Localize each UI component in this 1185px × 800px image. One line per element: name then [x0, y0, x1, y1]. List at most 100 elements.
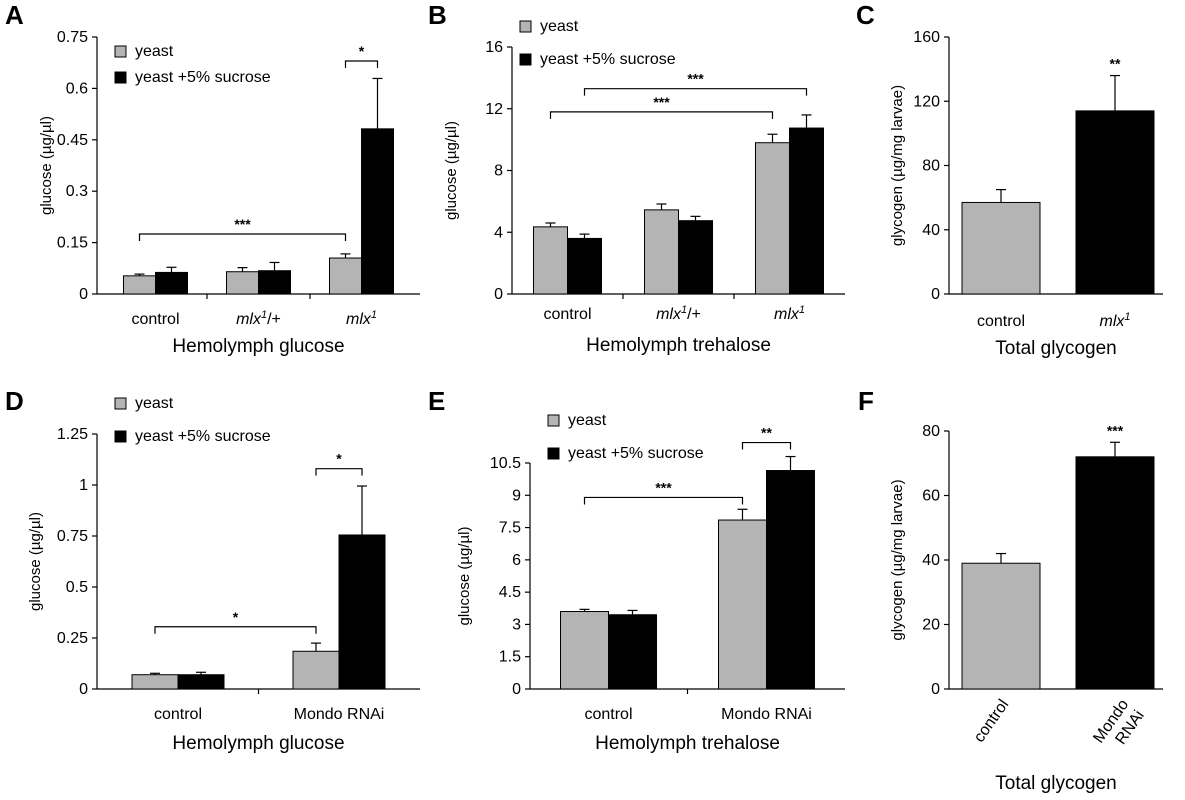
bar [1075, 456, 1155, 690]
bar [678, 220, 713, 295]
significance-bracket [549, 111, 774, 119]
y-tick-label: 0 [494, 286, 503, 303]
bar [961, 562, 1041, 690]
panel-letter: C [856, 0, 875, 30]
y-tick-label: 160 [913, 29, 940, 46]
bar [789, 127, 824, 295]
x-axis-title: Hemolymph trehalose [586, 335, 771, 356]
significance-label: * [233, 609, 239, 625]
category-label: Mondo RNAi [721, 706, 812, 723]
category-label: control [131, 311, 179, 328]
significance-label: *** [655, 479, 672, 495]
panel-f: F 0 20 40 60 80 glycogen (µg/mg larvae) Total g… [858, 386, 1163, 794]
significance-bracket [344, 60, 379, 68]
y-tick-label: 0 [931, 286, 940, 303]
bar [258, 270, 291, 295]
panel-letter: D [5, 386, 24, 416]
bar [226, 271, 259, 295]
significance-bracket [583, 496, 744, 505]
y-tick-label: 120 [913, 93, 940, 110]
significance-bracket [138, 233, 347, 242]
x-axis-title: Total glycogen [995, 773, 1116, 794]
y-tick-label: 0.25 [57, 630, 88, 647]
category-label: control [543, 306, 591, 323]
y-tick-label: 3 [512, 616, 521, 633]
significance-label: *** [1107, 422, 1124, 438]
bar [961, 201, 1041, 295]
y-tick-label: 0 [931, 681, 940, 698]
y-tick-label: 0.75 [57, 29, 88, 46]
y-tick-label: 0 [79, 286, 88, 303]
legend-swatch [114, 430, 127, 443]
category-label: control [971, 697, 1012, 746]
y-axis-label: glycogen (µg/mg larvae) [889, 85, 906, 246]
y-tick-label: 0.75 [57, 528, 88, 545]
x-axis-title: Hemolymph glucose [172, 336, 344, 357]
legend-swatch [547, 447, 560, 460]
legend-swatch [519, 20, 532, 33]
bar [155, 271, 188, 295]
bar [560, 611, 609, 690]
legend-label: yeast [540, 18, 579, 35]
legend-swatch [114, 71, 127, 84]
y-tick-label: 0.45 [57, 132, 88, 149]
x-axis-title: Total glycogen [995, 338, 1116, 359]
panel-d: D 0 0.25 0.5 0.75 1 1.25 glucose (µg/µl) Hemolym… [5, 386, 420, 754]
y-axis-label: glucose (µg/µl) [456, 527, 473, 626]
panel-letter: B [428, 0, 447, 30]
legend-swatch [547, 414, 560, 427]
significance-bracket [315, 468, 363, 476]
bar [533, 226, 568, 295]
y-tick-label: 1.25 [57, 426, 88, 443]
bar [329, 257, 362, 295]
significance-label: ** [1110, 56, 1121, 72]
y-tick-label: 1.5 [499, 649, 521, 666]
panel-a: A 0 0.15 0.3 0.45 0.6 0.75 glucose (µg/µl) Hemol… [5, 0, 420, 357]
significance-label: *** [234, 216, 251, 232]
category-label: control [977, 313, 1025, 330]
bar [567, 237, 602, 295]
legend-label: yeast [135, 43, 174, 60]
bar [361, 128, 394, 295]
category-label: mlx1 [346, 309, 377, 328]
panel-c: C 0 40 80 120 160 glycogen (µg/mg larvae) Total… [856, 0, 1163, 359]
category-label: control [154, 706, 202, 723]
y-tick-label: 12 [485, 101, 503, 118]
y-tick-label: 9 [512, 487, 521, 504]
bar [338, 534, 386, 690]
significance-label: * [359, 43, 365, 59]
y-tick-label: 20 [922, 617, 940, 634]
significance-label: * [336, 451, 342, 467]
y-tick-label: 8 [494, 163, 503, 180]
category-label: mlx1 [774, 304, 805, 323]
legend-label: yeast +5% sucrose [135, 69, 271, 86]
panel-letter: F [858, 386, 874, 416]
y-axis-label: glucose (µg/µl) [27, 512, 44, 611]
y-tick-label: 7.5 [499, 520, 521, 537]
legend-label: yeast +5% sucrose [568, 445, 704, 462]
bar [644, 209, 679, 295]
panel-letter: A [5, 0, 24, 30]
y-tick-label: 0 [512, 681, 521, 698]
y-axis-label: glucose (µg/µl) [38, 116, 55, 215]
y-tick-label: 16 [485, 39, 503, 56]
bar [718, 519, 767, 690]
legend-swatch [114, 397, 127, 410]
bar [755, 142, 790, 295]
panel-b: B 0 4 8 12 16 glucose (µg/µl) Hemolymph trehalo… [428, 0, 845, 356]
category-label: Mondo RNAi [294, 706, 385, 723]
category-label: mlx1/+ [236, 309, 281, 328]
legend-swatch [519, 53, 532, 66]
bar [608, 614, 657, 690]
significance-bracket [583, 88, 808, 96]
y-tick-label: 10.5 [490, 455, 521, 472]
y-axis-label: glucose (µg/µl) [443, 121, 460, 220]
bar [131, 674, 179, 690]
legend-label: yeast +5% sucrose [135, 428, 271, 445]
y-tick-label: 0.6 [66, 80, 88, 97]
category-label: mlx1/+ [656, 304, 701, 323]
y-tick-label: 40 [922, 552, 940, 569]
legend-swatch [114, 45, 127, 58]
legend-label: yeast +5% sucrose [540, 51, 676, 68]
